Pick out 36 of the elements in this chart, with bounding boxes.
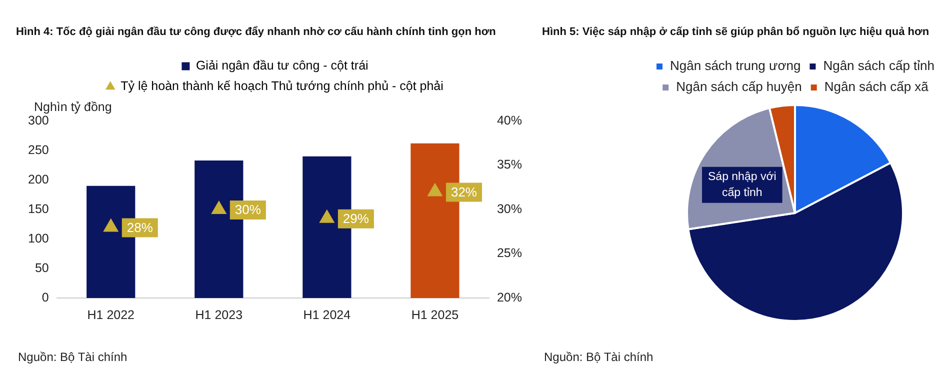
text: Nguồn: Bộ Tài chính	[544, 350, 654, 364]
y2-tick-label: 25%	[496, 246, 522, 260]
legend-label: Tỷ lệ hoàn thành kế hoạch Thủ tướng chính phủ - cột phải	[120, 79, 444, 94]
data-label: 30%	[234, 202, 262, 218]
y2-tick-label: 30%	[496, 202, 522, 216]
data-label: 32%	[450, 184, 478, 200]
y-axis-title: Nghìn tỷ đồng	[34, 100, 112, 114]
chart-title: Hình 4: Tốc độ giải ngân đầu tư công được đẩy nhanh nhờ cơ cấu hành chính tinh gọn hơn	[16, 26, 496, 38]
data-label: 29%	[342, 210, 370, 226]
y-tick-label: 100	[28, 231, 49, 246]
point	[103, 218, 118, 232]
x-tick-label: H1 2025	[411, 308, 459, 322]
legend-label: Ngân sách trung ương	[670, 58, 801, 74]
y2-tick-label: 40%	[496, 113, 522, 128]
x-tick-label: H1 2023	[195, 308, 243, 322]
legend-label: Ngân sách cấp tỉnh	[823, 58, 934, 74]
text: Sáp nhập với cấp tỉnh	[708, 171, 776, 200]
data-label: 28%	[126, 220, 154, 235]
y-tick-label: 200	[28, 172, 49, 186]
x-tick-label: H1 2024	[303, 308, 351, 322]
point	[211, 201, 226, 214]
y-tick-label: 0	[42, 290, 49, 304]
point	[320, 210, 334, 223]
y2-tick-label: 35%	[496, 158, 522, 172]
y-tick-label: 300	[28, 113, 49, 128]
text: Nguồn: Bộ Tài chính	[18, 350, 128, 364]
y-tick-label: 50	[34, 260, 49, 275]
y-tick-label: 150	[28, 202, 49, 216]
x-tick-label: H1 2022	[87, 308, 135, 322]
chart-title: Hình 5: Việc sáp nhập ở cấp tỉnh sẽ giúp phân bổ nguồn lực hiệu quả hơn	[542, 26, 930, 38]
legend-label: Giải ngân đầu tư công - cột trái	[196, 58, 368, 73]
point	[428, 183, 442, 196]
legend-label: Ngân sách cấp huyện	[676, 79, 802, 94]
y-tick-label: 250	[28, 142, 49, 157]
legend-label: Ngân sách cấp xã	[824, 79, 930, 94]
y2-tick-label: 20%	[496, 290, 522, 304]
